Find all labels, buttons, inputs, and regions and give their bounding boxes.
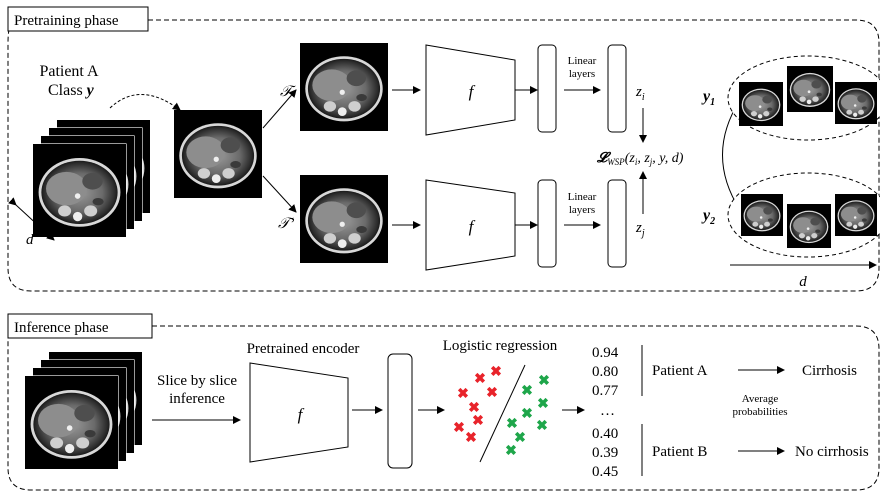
encoder-top [425, 44, 516, 136]
outcome-a: Cirrhosis [802, 363, 857, 379]
pos-mark: ✖ [457, 387, 469, 402]
linear-layers-bottom-2: layers [569, 204, 595, 216]
inference-encoder [249, 362, 349, 463]
linear-layers-top-2: layers [569, 68, 595, 80]
neg-mark: ✖ [536, 419, 548, 434]
class-y-label: Class y [48, 82, 95, 99]
inference-volume-stack [24, 351, 143, 470]
pos-mark: ✖ [472, 414, 484, 429]
z-j-label: zj [635, 220, 645, 239]
arrow-t2 [262, 175, 297, 213]
prob-b-3: 0.45 [592, 464, 618, 480]
neg-mark: ✖ [521, 407, 533, 422]
linear-layers-top-1: Linear [568, 55, 597, 67]
slice-label-1: Slice by slice [157, 373, 237, 389]
pretraining-label: Pretraining phase [14, 13, 119, 29]
representation-bottom [537, 179, 557, 268]
y2-slice-3 [835, 194, 877, 236]
patient-b-inference: Patient B [652, 444, 707, 460]
z-i-label: zi [635, 84, 645, 103]
neg-mark: ✖ [538, 374, 550, 389]
projection-bottom [607, 179, 627, 268]
y1-slice-3 [835, 82, 877, 124]
depth-label: d [26, 232, 34, 248]
y1-slice-2 [787, 66, 833, 112]
neg-mark: ✖ [505, 444, 517, 459]
pos-mark: ✖ [465, 431, 477, 446]
pos-mark: ✖ [453, 421, 465, 436]
decision-boundary [479, 364, 526, 463]
prob-b-1: 0.40 [592, 426, 618, 442]
prob-a-2: 0.80 [592, 364, 618, 380]
prob-b-2: 0.39 [592, 445, 618, 461]
prob-a-3: 0.77 [592, 383, 619, 399]
pos-mark: ✖ [468, 401, 480, 416]
patient-a-inference: Patient A [652, 363, 708, 379]
linear-layers-bottom-1: Linear [568, 191, 597, 203]
inference-encoder-label: f [298, 405, 305, 424]
encoder-top-label: f [469, 82, 476, 101]
representation-top [537, 44, 557, 133]
prob-a-1: 0.94 [592, 345, 619, 361]
arrow-t1 [262, 89, 297, 129]
y2-slice-2 [787, 204, 831, 248]
d-axis-label: d [799, 274, 807, 290]
sample-arrow [109, 94, 181, 111]
projection-top [607, 44, 627, 133]
inference-phase: Inference phase Slice by slice inference… [7, 313, 880, 491]
y2-slice-1 [741, 194, 783, 236]
pretraining-label-box [7, 6, 149, 32]
inference-label: Inference phase [14, 320, 109, 336]
encoder-bottom [425, 179, 516, 271]
patient-a-label: Patient A [39, 63, 99, 80]
outcome-b: No cirrhosis [795, 444, 869, 460]
slice-label-2: inference [169, 391, 225, 407]
ct-volume-stack [32, 119, 151, 238]
prob-ellipsis: … [600, 403, 615, 419]
neg-mark: ✖ [537, 397, 549, 412]
pretraining-border [7, 19, 880, 292]
neg-mark: ✖ [521, 384, 533, 399]
y1-label: y1 [701, 88, 715, 108]
pretraining-phase: Pretraining phase Patient A Class y d 𝒯 … [7, 6, 880, 292]
inference-border [7, 325, 880, 491]
neg-mark: ✖ [514, 431, 526, 446]
pos-mark: ✖ [474, 372, 486, 387]
logreg-title: Logistic regression [443, 338, 558, 354]
y2-label: y2 [701, 207, 715, 227]
average-label-1: Average [742, 393, 779, 405]
loss-label: 𝓛WSP(zi, zj, y, d) [596, 151, 684, 167]
transform-2: 𝒯’ [278, 216, 295, 232]
pos-mark: ✖ [486, 386, 498, 401]
augmented-view-2 [300, 175, 388, 263]
transform-1: 𝒯 [280, 84, 296, 100]
pretrained-encoder-title: Pretrained encoder [247, 341, 360, 357]
sampled-slice [174, 110, 262, 198]
augmented-view-1 [300, 43, 388, 131]
logreg-scatter: ✖ ✖ ✖ ✖ ✖ ✖ ✖ ✖ ✖ ✖ ✖ ✖ ✖ ✖ ✖ ✖ [453, 364, 550, 463]
inference-label-box [7, 313, 153, 339]
average-label-2: probabilities [733, 406, 788, 418]
encoder-bottom-label: f [469, 217, 476, 236]
y1-slice-1 [739, 82, 783, 126]
neg-mark: ✖ [506, 417, 518, 432]
pos-mark: ✖ [490, 365, 502, 380]
depth-arrow [8, 197, 55, 241]
inference-representation [387, 353, 413, 469]
